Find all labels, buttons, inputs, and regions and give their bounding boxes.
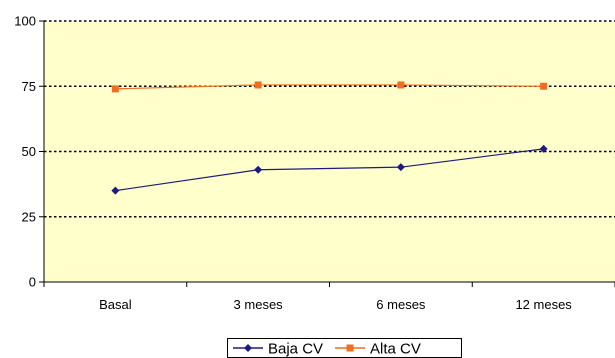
series-line: [115, 148, 544, 192]
legend-item: Baja CV: [233, 341, 323, 358]
y-axis-ticks: 0 25 50 75 100: [14, 14, 44, 290]
legend-label: Alta CV: [370, 341, 421, 358]
y-tick-label: 25: [22, 209, 36, 224]
series-baja-cv: [111, 144, 548, 195]
x-tick-label: 12 meses: [515, 297, 572, 312]
legend-item: Alta CV: [335, 341, 421, 358]
series-line: [115, 84, 544, 90]
data-point: [254, 165, 263, 174]
data-point: [396, 163, 405, 172]
y-tick-label: 100: [14, 14, 36, 29]
legend-label: Baja CV: [268, 341, 323, 358]
data-point: [111, 85, 119, 93]
legend-marker: [244, 344, 252, 352]
y-tick-label: 50: [22, 144, 36, 159]
data-point: [540, 82, 548, 90]
x-tick-label: 3 meses: [234, 297, 284, 312]
y-tick-label: 0: [29, 275, 36, 290]
data-point: [397, 81, 405, 89]
y-tick-label: 75: [22, 79, 36, 94]
data-point: [539, 144, 548, 153]
legend-marker: [346, 344, 354, 352]
series-layer: [111, 81, 548, 195]
series-alta-cv: [111, 81, 548, 93]
legend: Baja CV Alta CV: [227, 338, 462, 358]
data-point: [254, 81, 262, 89]
x-axis-ticks: Basal 3 meses 6 meses 12 meses: [43, 282, 615, 312]
x-tick-label: Basal: [99, 297, 132, 312]
data-point: [111, 186, 120, 195]
x-tick-label: 6 meses: [376, 297, 426, 312]
